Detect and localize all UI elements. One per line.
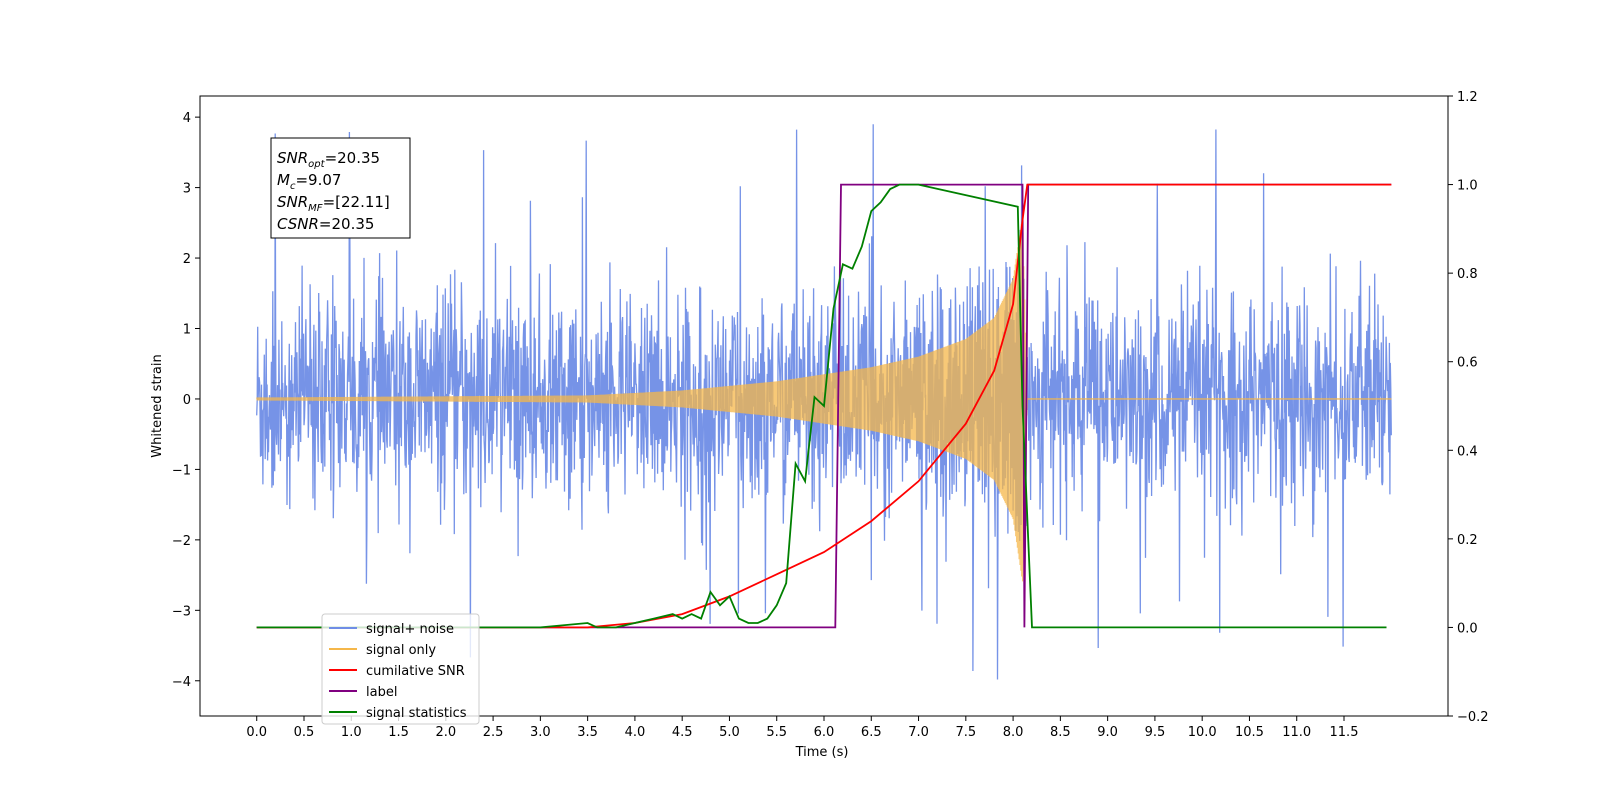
y2-tick-label: 1.2 xyxy=(1457,90,1478,105)
series-line-signal-statistics xyxy=(256,183,1387,629)
y-tick-label: 1 xyxy=(183,323,191,338)
y-tick-label: 2 xyxy=(183,252,191,267)
y2-tick-label: 1.0 xyxy=(1457,179,1478,194)
y2-tick-label: 0.0 xyxy=(1457,621,1478,636)
series-layer xyxy=(256,124,1392,680)
annotation-frame xyxy=(270,137,411,239)
x-tick-label: 5.0 xyxy=(719,725,740,740)
x-tick-label: 8.5 xyxy=(1050,725,1071,740)
annotation-line: CSNR=20.35 xyxy=(277,215,374,233)
y2-tick-label: 0.6 xyxy=(1457,356,1478,371)
x-axis-label: Time (s) xyxy=(795,745,849,760)
annotation-line: Mc=9.07 xyxy=(277,171,341,192)
y-tick-label: −1 xyxy=(172,463,191,478)
x-tick-label: 6.5 xyxy=(861,725,882,740)
x-tick-label: 7.5 xyxy=(955,725,976,740)
x-tick-label: 11.5 xyxy=(1330,725,1359,740)
annotation-line: SNRopt=20.35 xyxy=(277,149,380,170)
x-tick-label: 7.0 xyxy=(908,725,929,740)
x-axis: 0.0 0.5 1.0 1.5 2.0 2.5 3.0 3.5 4.0 4.5 5.0 5.5 6.0 6… xyxy=(246,716,1358,740)
x-tick-label: 8.0 xyxy=(1003,725,1024,740)
legend-label: signal statistics xyxy=(366,706,467,721)
y2-tick-label: −0.2 xyxy=(1457,710,1489,725)
y-tick-label: −2 xyxy=(172,534,191,549)
x-tick-label: 0.5 xyxy=(294,725,315,740)
legend-label: signal+ noise xyxy=(366,622,454,637)
x-tick-label: 9.0 xyxy=(1097,725,1118,740)
y2-tick-label: 0.4 xyxy=(1457,444,1478,459)
y-axis-left: 4 3 2 1 0 −1 −2 −3 −4 xyxy=(172,111,200,690)
x-tick-label: 3.0 xyxy=(530,725,551,740)
y-tick-label: 3 xyxy=(183,182,191,197)
x-tick-label: 4.0 xyxy=(625,725,646,740)
y-axis-right: 1.2 1.0 0.8 0.6 0.4 0.2 0.0 −0.2 xyxy=(1448,90,1489,725)
x-tick-label: 1.0 xyxy=(341,725,362,740)
x-tick-label: 10.5 xyxy=(1235,725,1264,740)
plot-area xyxy=(256,124,1392,680)
x-tick-label: 9.5 xyxy=(1145,725,1166,740)
x-tick-label: 2.0 xyxy=(435,725,456,740)
y-tick-label: −3 xyxy=(172,604,191,619)
legend: signal+ noise signal only cumilative SNR la… xyxy=(321,613,480,725)
x-tick-label: 0.0 xyxy=(246,725,267,740)
y-axis-label: Whitened strain xyxy=(150,354,165,457)
y-tick-label: 0 xyxy=(183,393,191,408)
y-tick-label: 4 xyxy=(183,111,191,126)
series-line-signal-only xyxy=(256,218,1392,582)
legend-label: signal only xyxy=(366,643,436,658)
x-tick-label: 1.5 xyxy=(388,725,409,740)
y-tick-label: −4 xyxy=(172,675,191,690)
x-tick-label: 4.5 xyxy=(672,725,693,740)
x-tick-label: 6.0 xyxy=(814,725,835,740)
legend-label: label xyxy=(366,685,397,700)
legend-label: cumilative SNR xyxy=(366,664,465,679)
x-tick-label: 10.0 xyxy=(1188,725,1217,740)
legend-frame xyxy=(321,613,480,725)
x-tick-label: 11.0 xyxy=(1282,725,1311,740)
annotation-line: SNRMF=[22.11] xyxy=(277,193,390,214)
stats-annotation-box: SNRopt=20.35Mc=9.07SNRMF=[22.11]CSNR=20.… xyxy=(270,137,411,239)
x-tick-label: 3.5 xyxy=(577,725,598,740)
y2-tick-label: 0.2 xyxy=(1457,533,1478,548)
x-tick-label: 5.5 xyxy=(766,725,787,740)
x-tick-label: 2.5 xyxy=(483,725,504,740)
y2-tick-label: 0.8 xyxy=(1457,267,1478,282)
